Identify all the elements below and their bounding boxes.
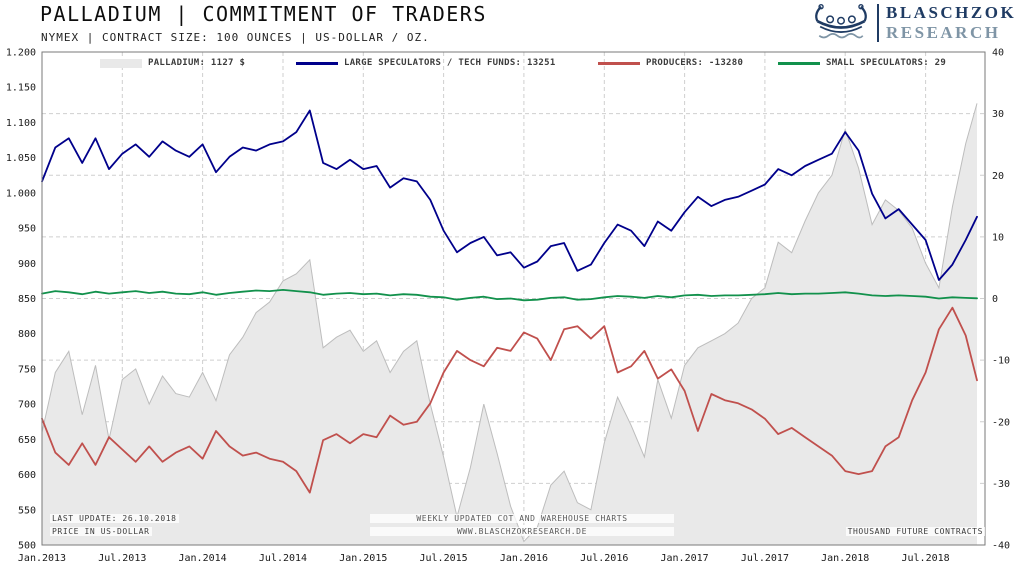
svg-text:Jul.2015: Jul.2015 — [420, 553, 468, 564]
svg-text:Jan.2018: Jan.2018 — [821, 553, 869, 564]
contracts-unit-note: THOUSAND FUTURE CONTRACTS — [845, 527, 985, 536]
svg-text:-20: -20 — [992, 417, 1010, 428]
svg-text:-10: -10 — [992, 356, 1010, 367]
svg-text:Jan.2014: Jan.2014 — [179, 553, 227, 564]
weekly-update-note: WEEKLY UPDATED COT AND WAREHOUSE CHARTS — [370, 514, 674, 523]
svg-text:40: 40 — [992, 48, 1004, 59]
last-update-note: LAST UPDATE: 26.10.2018 — [50, 514, 179, 523]
svg-text:30: 30 — [992, 109, 1004, 120]
svg-text:550: 550 — [18, 505, 36, 516]
logo-divider — [877, 4, 879, 42]
blaschzok-logo: BLASCHZOK RESEARCH — [812, 2, 1016, 44]
svg-text:20: 20 — [992, 171, 1004, 182]
svg-text:-40: -40 — [992, 541, 1010, 552]
svg-text:Jul.2017: Jul.2017 — [741, 553, 789, 564]
legend-item-large-speculators: LARGE SPECULATORS / TECH FUNDS: 13251 — [296, 57, 556, 69]
svg-text:Jul.2014: Jul.2014 — [259, 553, 307, 564]
producers-line-swatch — [598, 61, 640, 65]
svg-text:Jul.2013: Jul.2013 — [98, 553, 146, 564]
legend-label-palladium: PALLADIUM: 1127 $ — [148, 58, 246, 68]
page-title: PALLADIUM | COMMITMENT OF TRADERS — [40, 2, 487, 26]
large-speculators-line-swatch — [296, 61, 338, 65]
svg-text:-30: -30 — [992, 479, 1010, 490]
svg-text:750: 750 — [18, 364, 36, 375]
viking-ship-icon — [815, 4, 867, 39]
legend-item-producers: PRODUCERS: -13280 — [598, 57, 743, 69]
small-speculators-line-swatch — [778, 61, 820, 65]
svg-text:650: 650 — [18, 435, 36, 446]
price-unit-note: PRICE IN US-DOLLAR — [50, 527, 152, 536]
logo-text-blaschzok: BLASCHZOK — [886, 3, 1017, 22]
legend-item-palladium: PALLADIUM: 1127 $ — [100, 57, 245, 69]
svg-text:Jan.2016: Jan.2016 — [500, 553, 548, 564]
svg-text:Jan.2017: Jan.2017 — [661, 553, 709, 564]
svg-text:500: 500 — [18, 541, 36, 552]
svg-text:Jan.2013: Jan.2013 — [18, 553, 66, 564]
svg-text:600: 600 — [18, 470, 36, 481]
svg-text:950: 950 — [18, 224, 36, 235]
svg-text:1.200: 1.200 — [6, 48, 36, 59]
svg-text:10: 10 — [992, 232, 1004, 243]
legend-label-large-speculators: LARGE SPECULATORS / TECH FUNDS: 13251 — [344, 58, 556, 68]
logo-text: BLASCHZOK RESEARCH — [886, 3, 1016, 43]
svg-text:1.050: 1.050 — [6, 153, 36, 164]
page-subtitle: NYMEX | CONTRACT SIZE: 100 OUNCES | US-D… — [41, 31, 430, 44]
svg-text:Jul.2016: Jul.2016 — [580, 553, 628, 564]
legend-label-small-speculators: SMALL SPECULATORS: 29 — [826, 58, 947, 68]
svg-text:0: 0 — [992, 294, 998, 305]
palladium-area-swatch — [100, 58, 142, 68]
legend-item-small-speculators: SMALL SPECULATORS: 29 — [778, 57, 946, 69]
svg-text:1.100: 1.100 — [6, 118, 36, 129]
svg-text:900: 900 — [18, 259, 36, 270]
svg-text:1.000: 1.000 — [6, 188, 36, 199]
svg-text:Jul.2018: Jul.2018 — [902, 553, 950, 564]
logo-text-research: RESEARCH — [886, 23, 1001, 42]
svg-text:1.150: 1.150 — [6, 83, 36, 94]
svg-text:700: 700 — [18, 400, 36, 411]
svg-text:800: 800 — [18, 329, 36, 340]
website-note: WWW.BLASCHZOKRESEARCH.DE — [370, 527, 674, 536]
svg-text:850: 850 — [18, 294, 36, 305]
svg-text:Jan.2015: Jan.2015 — [339, 553, 387, 564]
legend-label-producers: PRODUCERS: -13280 — [646, 58, 744, 68]
